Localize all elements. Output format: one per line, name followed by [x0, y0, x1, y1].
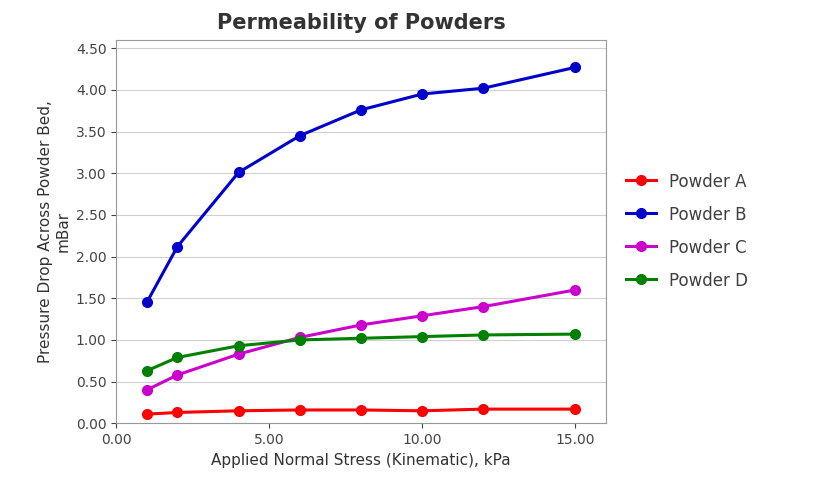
- Powder D: [142, 368, 152, 374]
- Powder D: [234, 343, 244, 349]
- Powder D: [478, 332, 488, 338]
- Powder C: [142, 387, 152, 393]
- Line: Powder D: Powder D: [142, 329, 580, 375]
- Powder B: [295, 132, 305, 138]
- Powder B: [356, 107, 366, 113]
- Powder D: [295, 337, 305, 343]
- Powder C: [417, 313, 427, 319]
- Powder A: [356, 407, 366, 413]
- Powder C: [356, 322, 366, 328]
- Powder B: [173, 244, 183, 249]
- Powder C: [570, 287, 580, 293]
- Powder B: [142, 299, 152, 305]
- Powder B: [417, 91, 427, 97]
- Powder D: [570, 331, 580, 337]
- Powder D: [173, 355, 183, 361]
- Powder A: [295, 407, 305, 413]
- Legend: Powder A, Powder B, Powder C, Powder D: Powder A, Powder B, Powder C, Powder D: [619, 166, 754, 297]
- Line: Powder A: Powder A: [142, 404, 580, 419]
- Powder C: [173, 372, 183, 378]
- Powder B: [570, 64, 580, 70]
- Powder A: [142, 411, 152, 417]
- Powder A: [570, 406, 580, 412]
- Powder A: [234, 408, 244, 414]
- Powder C: [478, 304, 488, 310]
- Powder D: [417, 334, 427, 340]
- Powder B: [478, 85, 488, 91]
- Line: Powder C: Powder C: [142, 285, 580, 395]
- Powder C: [295, 335, 305, 341]
- Powder B: [234, 169, 244, 175]
- Y-axis label: Pressure Drop Across Powder Bed,
mBar: Pressure Drop Across Powder Bed, mBar: [38, 100, 71, 363]
- Powder D: [356, 335, 366, 341]
- Title: Permeability of Powders: Permeability of Powders: [217, 13, 505, 33]
- Powder A: [478, 406, 488, 412]
- Powder A: [173, 409, 183, 415]
- Powder C: [234, 351, 244, 357]
- X-axis label: Applied Normal Stress (Kinematic), kPa: Applied Normal Stress (Kinematic), kPa: [212, 453, 510, 468]
- Powder A: [417, 408, 427, 414]
- Line: Powder B: Powder B: [142, 62, 580, 307]
